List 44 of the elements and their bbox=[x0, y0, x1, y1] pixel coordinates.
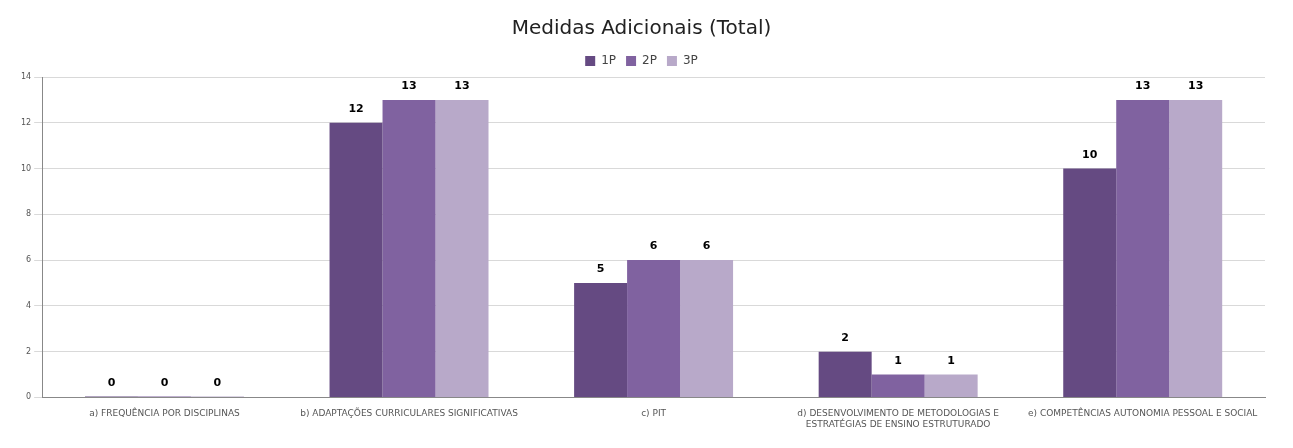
y-tick-label: 10 bbox=[20, 163, 32, 173]
bar bbox=[924, 374, 978, 397]
bar bbox=[329, 122, 383, 397]
data-label: 1 bbox=[894, 353, 902, 367]
y-tick-label: 4 bbox=[26, 300, 32, 310]
x-tick-label: e) COMPETÊNCIAS AUTONOMIA PESSOAL E SOCIAL bbox=[1028, 407, 1258, 419]
data-label: 13 bbox=[454, 79, 470, 93]
y-tick-label: 8 bbox=[26, 209, 32, 219]
y-tick-label: 14 bbox=[20, 72, 32, 82]
data-label: 0 bbox=[107, 375, 116, 389]
data-label: 10 bbox=[1082, 147, 1098, 161]
data-label: 13 bbox=[1188, 79, 1204, 93]
bar bbox=[1063, 168, 1117, 397]
x-tick-label: b) ADAPTAÇÕES CURRICULARES SIGNIFICATIVAS bbox=[300, 407, 519, 419]
bar bbox=[627, 260, 681, 397]
legend-label: 3P bbox=[682, 53, 698, 68]
data-label: 6 bbox=[702, 239, 711, 253]
y-tick-label: 0 bbox=[26, 392, 32, 402]
y-tick-label: 12 bbox=[20, 117, 32, 127]
data-label: 6 bbox=[649, 239, 658, 253]
x-tick-label: a) FREQUÊNCIA POR DISCIPLINAS bbox=[89, 407, 241, 419]
data-label: 1 bbox=[947, 353, 955, 367]
bar bbox=[818, 351, 872, 397]
legend-label: 2P bbox=[642, 53, 657, 68]
legend-label: 1P bbox=[601, 53, 617, 68]
data-label: 5 bbox=[596, 262, 605, 276]
data-label: 0 bbox=[160, 375, 169, 389]
bar bbox=[1169, 99, 1223, 397]
data-label: 2 bbox=[841, 330, 849, 344]
chart-title: Medidas Adicionais (Total) bbox=[511, 15, 772, 40]
data-label: 0 bbox=[213, 375, 222, 389]
y-tick-label: 2 bbox=[26, 346, 32, 356]
x-tick-label: c) PIT bbox=[641, 408, 667, 419]
data-label: 12 bbox=[348, 102, 364, 116]
bar bbox=[382, 99, 436, 397]
data-label: 13 bbox=[401, 79, 417, 93]
y-tick-label: 6 bbox=[26, 255, 32, 265]
bar bbox=[680, 260, 734, 397]
data-label: 13 bbox=[1135, 79, 1151, 93]
x-tick-label: d) DESENVOLVIMENTO DE METODOLOGIAS E ESTRATÉGIAS DE ENSINO ESTRUTURADO bbox=[797, 408, 1000, 429]
bar bbox=[1116, 99, 1170, 397]
bar bbox=[574, 282, 628, 397]
bar bbox=[871, 374, 925, 397]
bar bbox=[435, 99, 489, 397]
